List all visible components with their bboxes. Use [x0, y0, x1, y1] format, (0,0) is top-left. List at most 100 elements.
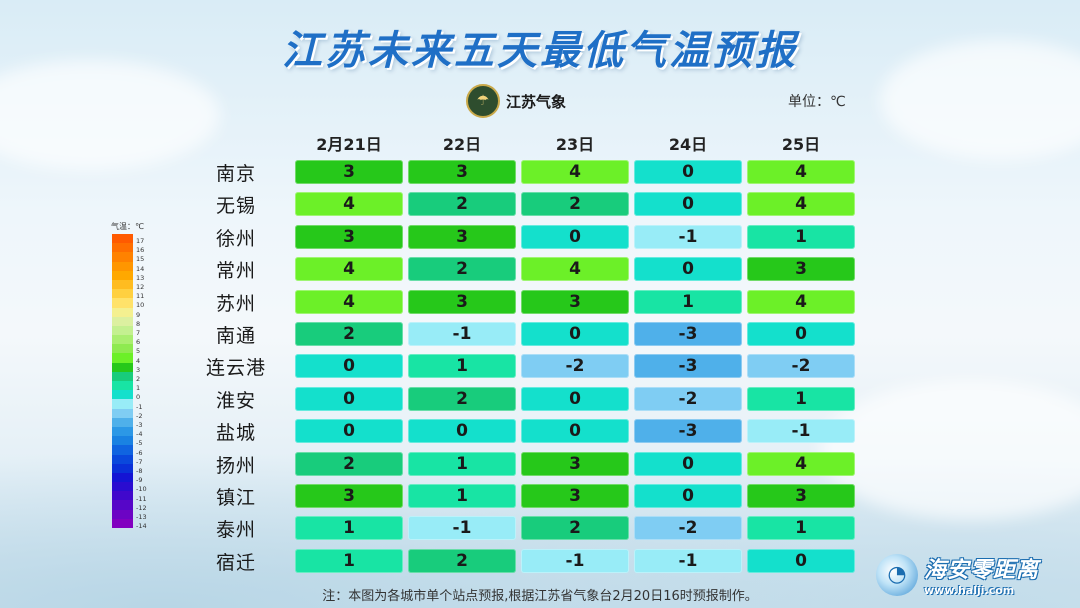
temperature-cell: 2 [408, 257, 516, 282]
temperature-cell: -1 [747, 419, 855, 444]
temperature-cell: 0 [408, 419, 516, 444]
legend-swatch [112, 491, 133, 501]
legend-tick-label: -11 [136, 494, 147, 503]
legend-swatch [112, 298, 133, 308]
legend-swatch [112, 454, 133, 464]
watermark-name: 海安零距离 [924, 558, 1040, 583]
temperature-cell: 3 [747, 257, 855, 282]
legend-swatch [112, 270, 133, 280]
temperature-cell: 1 [634, 289, 742, 314]
legend-tick-label: 15 [136, 255, 145, 264]
legend-swatch [112, 243, 133, 253]
legend-tick-label: 11 [136, 292, 145, 301]
city-label: 苏州 [215, 292, 256, 315]
legend-swatch [112, 482, 133, 492]
legend-swatch [112, 445, 133, 455]
legend-tick-label: 12 [136, 283, 145, 291]
legend-tick-label: -12 [136, 503, 147, 512]
legend-swatch [112, 399, 133, 409]
legend-tick-label: 16 [136, 246, 145, 255]
background-cloud [0, 60, 220, 170]
temperature-cell: 2 [295, 451, 403, 476]
legend-tick-label: -10 [136, 485, 147, 494]
legend-swatch [112, 371, 133, 381]
temperature-cell: 2 [408, 192, 516, 217]
city-label: 泰州 [215, 519, 256, 542]
legend-tick-label: 2 [136, 375, 141, 383]
column-header: 22日 [442, 135, 482, 154]
legend-tick-label: 1 [136, 384, 141, 393]
background-cloud [880, 40, 1080, 160]
legend-tick-label: 14 [136, 264, 145, 273]
temperature-cell: 4 [747, 451, 855, 476]
legend-tick-label: -1 [136, 402, 143, 411]
temperature-cell: -1 [634, 224, 742, 249]
legend-tick-label: -5 [136, 439, 143, 448]
temperature-cell: 0 [521, 322, 629, 346]
legend-swatch [112, 234, 133, 244]
city-label: 盐城 [215, 422, 256, 445]
legend-swatch [112, 335, 133, 345]
legend-tick-label: 5 [136, 347, 141, 356]
column-header: 24日 [668, 135, 708, 154]
legend-tick-label: -13 [136, 513, 147, 521]
temperature-cell: 3 [408, 289, 516, 314]
temperature-cell: 1 [408, 354, 516, 379]
temperature-cell: 0 [634, 257, 742, 282]
temperature-cell: 1 [747, 386, 855, 411]
legend-tick-label: -9 [136, 476, 143, 485]
temperature-cell: 4 [747, 289, 855, 314]
temperature-cell: 0 [521, 386, 629, 411]
temperature-cell: 4 [295, 289, 403, 314]
legend-swatch [112, 289, 133, 299]
legend-tick-label: -14 [136, 522, 147, 531]
legend-tick-label: 13 [136, 273, 145, 282]
legend-swatch [112, 408, 133, 418]
temperature-cell: 0 [634, 192, 742, 217]
legend-swatch [112, 307, 133, 317]
legend-swatch [112, 500, 133, 510]
temperature-cell: 4 [747, 192, 855, 217]
legend-swatch [112, 362, 133, 372]
watermark: ◔ 海安零距离 www.halji.com [876, 552, 1039, 597]
legend-tick-label: 6 [136, 338, 141, 347]
temperature-cell: 4 [521, 257, 629, 282]
unit-label: 单位：℃ [788, 94, 846, 110]
legend-tick-label: -3 [136, 421, 143, 429]
temperature-cell: 0 [295, 354, 403, 379]
temperature-cell: 0 [634, 160, 742, 184]
legend-tick-label: -8 [136, 467, 143, 475]
legend-swatch [112, 472, 133, 483]
legend-tick-label: -7 [136, 457, 143, 466]
temperature-cell: 0 [295, 386, 403, 411]
column-header: 2月21日 [316, 135, 382, 154]
temperature-cell: 3 [295, 160, 403, 184]
temperature-cell: -1 [408, 516, 516, 541]
column-header: 23日 [555, 135, 595, 154]
city-label: 南京 [215, 163, 256, 185]
city-label: 扬州 [215, 454, 256, 477]
temperature-cell: 0 [521, 419, 629, 444]
temperature-cell: 3 [295, 224, 403, 249]
legend-swatch [112, 344, 133, 354]
temperature-cell: 0 [747, 322, 855, 346]
temperature-cell: 4 [521, 160, 629, 184]
legend-tick-label: 10 [136, 301, 145, 310]
temperature-cell: 2 [408, 548, 516, 573]
temperature-cell: 1 [747, 224, 855, 249]
legend-tick-label: -6 [136, 448, 143, 457]
temperature-cell: 2 [408, 386, 516, 411]
temperature-cell: 3 [521, 451, 629, 476]
footnote: 注：本图为各城市单个站点预报,根据江苏省气象台2月20日16时预报制作。 [322, 589, 758, 604]
temperature-cell: 1 [408, 484, 516, 508]
legend-title: 气温：℃ [111, 222, 144, 231]
temperature-cell: -2 [521, 354, 629, 379]
temperature-cell: -1 [408, 322, 516, 346]
city-label: 南通 [215, 325, 256, 347]
meteorology-emblem-icon: ☂ [466, 84, 500, 118]
temperature-cell: -3 [634, 419, 742, 444]
legend-color-bar [112, 234, 133, 528]
legend-swatch [112, 509, 133, 519]
temperature-cell: 0 [521, 224, 629, 249]
temperature-cell: -1 [634, 548, 742, 573]
